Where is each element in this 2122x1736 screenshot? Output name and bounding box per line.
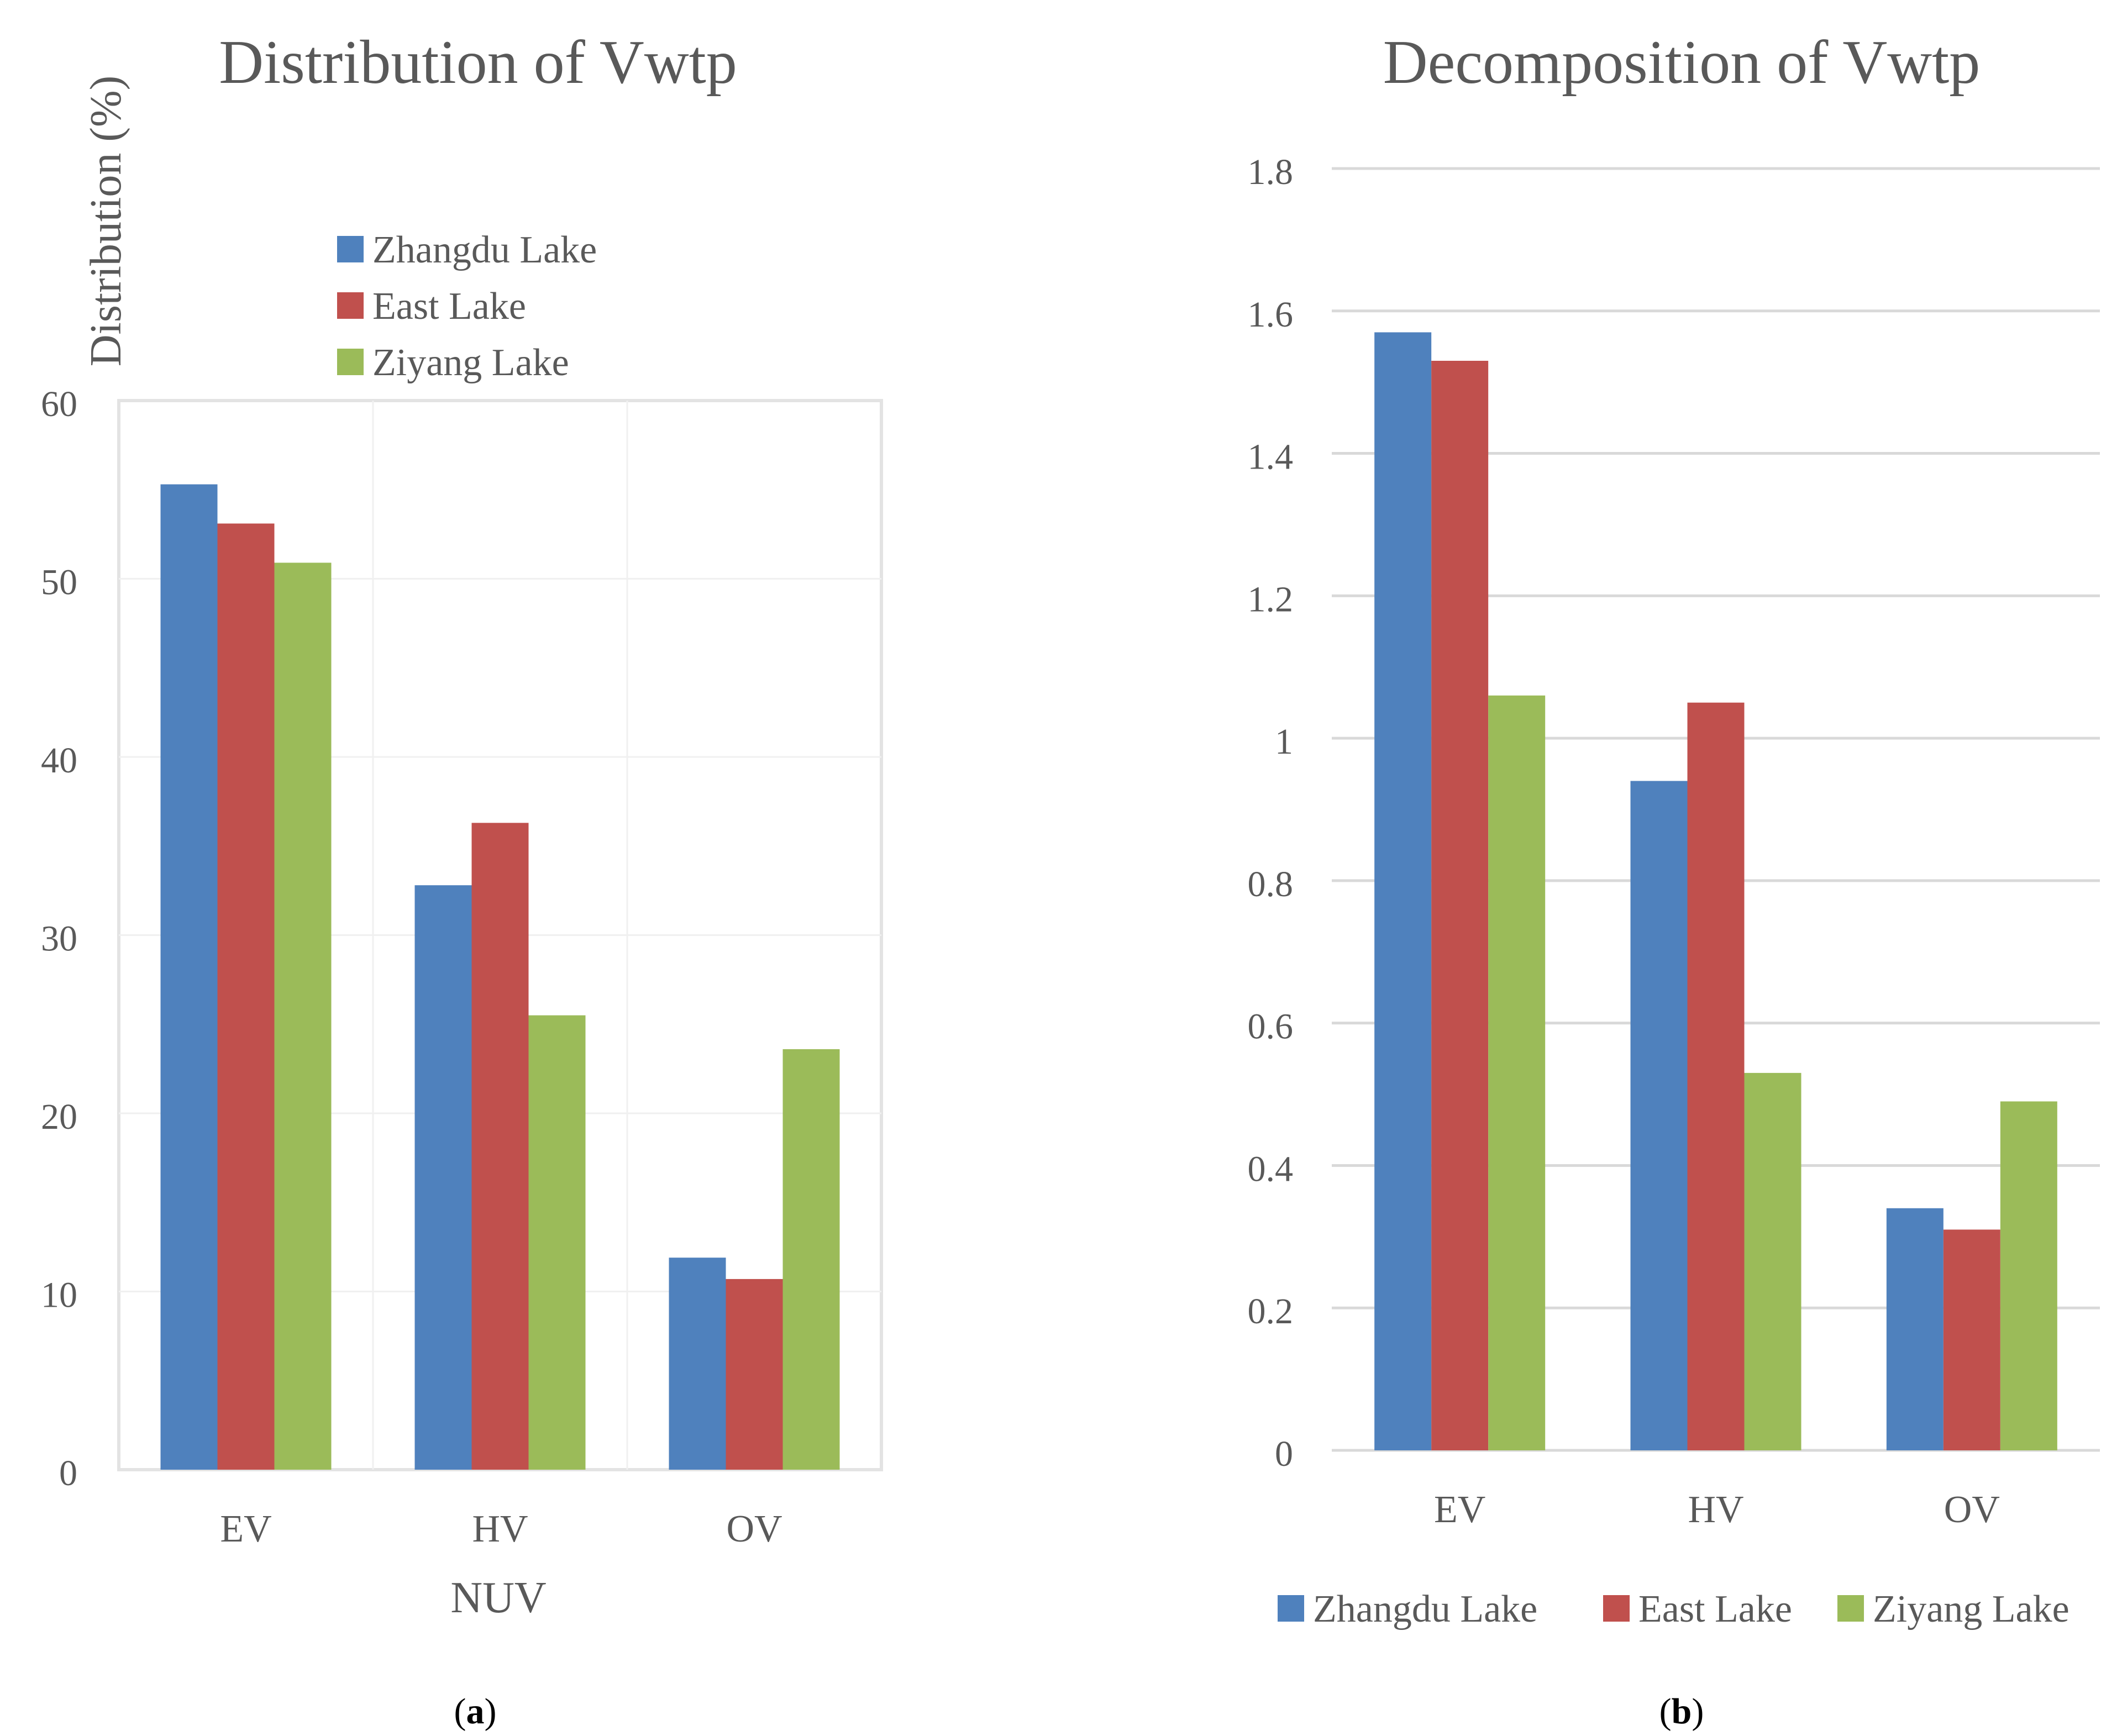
chart-a-x-tick-labels: EV HV OV <box>220 1508 782 1550</box>
chart-b-bars <box>1374 332 2057 1450</box>
chart-b-x-tick-labels: EV HV OV <box>1434 1488 2000 1531</box>
chart-b-legend-label-ziyang-lake: Ziyang Lake <box>1873 1588 2070 1630</box>
chart-a-bar-hv-zhangdu-lake <box>414 885 472 1470</box>
chart-b-bar-ev-zhangdu-lake <box>1374 332 1432 1450</box>
chart-a-bar-hv-ziyang-lake <box>528 1015 586 1470</box>
chart-a-bar-ev-east-lake <box>217 523 275 1470</box>
chart-b-x-tick-label: HV <box>1688 1488 1743 1531</box>
chart-a-y-tick-label: 0 <box>59 1453 77 1493</box>
chart-a-x-tick-label: OV <box>726 1508 782 1550</box>
chart-b-bar-ov-zhangdu-lake <box>1886 1208 1944 1450</box>
chart-b-bar-ov-east-lake <box>1943 1229 2000 1450</box>
chart-b-title: Decomposition of Vwtp <box>1383 28 1981 97</box>
chart-a-x-tick-label: HV <box>472 1508 528 1550</box>
chart-a-y-tick-label: 30 <box>41 919 77 959</box>
chart-b-y-tick-label: 1.6 <box>1248 294 1294 335</box>
chart-b-legend-label-east-lake: East Lake <box>1638 1588 1792 1630</box>
chart-a-legend-swatch-zhangdu-lake <box>337 236 364 262</box>
chart-a-y-tick-label: 20 <box>41 1097 77 1137</box>
chart-a-bar-ev-ziyang-lake <box>274 562 332 1470</box>
chart-a-x-tick-label: EV <box>220 1508 271 1550</box>
chart-b-y-tick-label: 1.4 <box>1248 437 1294 477</box>
panel-label-a: (a) <box>454 1691 497 1732</box>
chart-a-title: Distribution of Vwtp <box>219 28 737 97</box>
chart-b-y-tick-label: 1.8 <box>1248 152 1294 192</box>
chart-b-bar-ov-ziyang-lake <box>2000 1101 2057 1450</box>
panel-label-b: (b) <box>1659 1691 1704 1732</box>
chart-a-legend-swatch-ziyang-lake <box>337 349 364 375</box>
chart-a-legend-label-zhangdu-lake: Zhangdu Lake <box>372 229 597 271</box>
chart-b-legend-swatch-east-lake <box>1603 1595 1630 1622</box>
chart-b-x-tick-label: EV <box>1434 1488 1485 1531</box>
chart-a-x-axis-label: NUV <box>450 1574 546 1622</box>
chart-b-legend-label-zhangdu-lake: Zhangdu Lake <box>1313 1588 1537 1630</box>
chart-a-legend-label-east-lake: East Lake <box>372 285 526 328</box>
chart-a-bar-ov-ziyang-lake <box>782 1049 840 1470</box>
chart-b-y-tick-label: 0 <box>1275 1434 1293 1474</box>
chart-b-y-tick-label: 0.2 <box>1248 1291 1294 1332</box>
chart-a-y-tick-label: 10 <box>41 1275 77 1316</box>
chart-b: 0 0.2 0.4 0.6 0.8 1 1.2 1.4 1.6 1.8 EV HV OV Decomp… <box>1248 28 2100 1630</box>
chart-a-bar-hv-east-lake <box>471 823 529 1470</box>
chart-a-bars <box>160 484 840 1470</box>
chart-b-bar-hv-ziyang-lake <box>1744 1072 1801 1450</box>
chart-b-legend-swatch-zhangdu-lake <box>1278 1595 1304 1622</box>
chart-b-legend: Zhangdu Lake East Lake Ziyang Lake <box>1278 1588 2070 1630</box>
chart-b-y-tick-label: 0.8 <box>1248 864 1294 904</box>
chart-a-y-tick-label: 50 <box>41 562 77 603</box>
chart-b-bar-hv-east-lake <box>1687 702 1745 1450</box>
chart-b-y-tick-label: 0.4 <box>1248 1149 1294 1189</box>
chart-a-bar-ov-east-lake <box>726 1279 783 1470</box>
chart-b-y-tick-label: 1 <box>1275 722 1293 762</box>
chart-a: 0 10 20 30 40 50 60 EV HV OV Distribution of Vwt… <box>41 28 883 1622</box>
chart-a-y-tick-label: 60 <box>41 384 77 424</box>
chart-a-y-axis-label: Distribution (%) <box>82 76 130 367</box>
chart-a-y-tick-labels: 0 10 20 30 40 50 60 <box>41 384 77 1493</box>
chart-b-x-tick-label: OV <box>1944 1488 2000 1531</box>
chart-b-y-tick-labels: 0 0.2 0.4 0.6 0.8 1 1.2 1.4 1.6 1.8 <box>1248 152 1294 1474</box>
chart-a-legend-label-ziyang-lake: Ziyang Lake <box>372 341 569 384</box>
chart-a-legend: Zhangdu Lake East Lake Ziyang Lake <box>337 229 597 384</box>
chart-b-bar-hv-zhangdu-lake <box>1630 781 1688 1450</box>
chart-a-bar-ov-zhangdu-lake <box>669 1258 726 1470</box>
chart-b-legend-swatch-ziyang-lake <box>1837 1595 1864 1622</box>
chart-b-bar-ev-east-lake <box>1431 361 1489 1450</box>
chart-b-y-tick-label: 0.6 <box>1248 1007 1294 1047</box>
chart-b-y-tick-label: 1.2 <box>1248 579 1294 619</box>
chart-a-y-tick-label: 40 <box>41 740 77 781</box>
chart-a-legend-swatch-east-lake <box>337 292 364 319</box>
chart-a-bar-ev-zhangdu-lake <box>160 484 218 1470</box>
chart-b-bar-ev-ziyang-lake <box>1488 695 1546 1450</box>
